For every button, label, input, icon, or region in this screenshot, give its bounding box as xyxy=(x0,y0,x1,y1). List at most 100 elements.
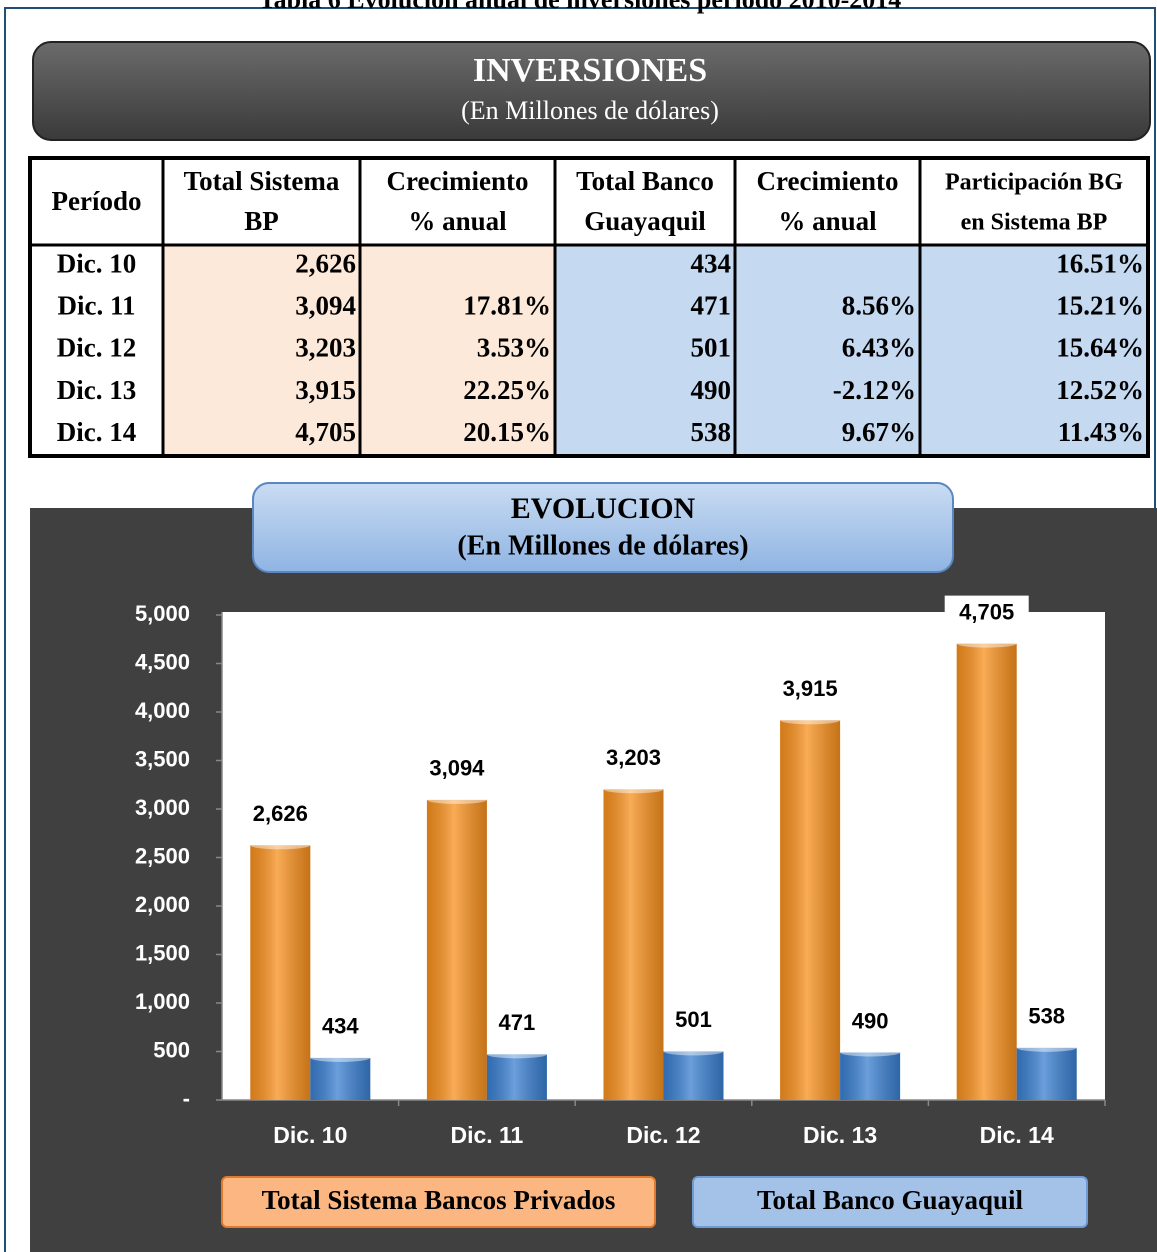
y-tick-label: 1,000 xyxy=(135,989,190,1014)
column-header: Crecimiento xyxy=(757,166,899,196)
x-tick-label: Dic. 13 xyxy=(803,1122,877,1148)
caption: Tabla 6 Evolución anual de inversiones p… xyxy=(259,0,902,14)
bar-cap xyxy=(486,1050,547,1059)
column-background xyxy=(360,245,555,456)
y-tick-label: 2,000 xyxy=(135,892,190,917)
table-cell: Dic. 13 xyxy=(57,375,136,405)
column-header: Total Sistema xyxy=(184,166,340,196)
table-cell: 538 xyxy=(691,417,732,447)
header-cell xyxy=(30,158,163,245)
table-cell: Dic. 10 xyxy=(57,248,136,278)
bar-shine xyxy=(603,789,664,1100)
y-tick-label: 3,000 xyxy=(135,795,190,820)
table-cell: -2.12% xyxy=(833,375,916,405)
legend-box xyxy=(221,1176,656,1228)
label-background xyxy=(944,595,1029,632)
y-tick-label: 3,500 xyxy=(135,746,190,771)
data-label: 3,915 xyxy=(783,676,838,701)
header-cell xyxy=(555,158,735,245)
column-background xyxy=(920,245,1148,456)
x-tick-label: Dic. 12 xyxy=(626,1122,700,1148)
column-header: % anual xyxy=(408,206,507,236)
table-cell: 9.67% xyxy=(842,417,916,447)
column-header: en Sistema BP xyxy=(961,210,1108,236)
bar-shine xyxy=(426,799,487,1100)
column-header: % anual xyxy=(778,206,877,236)
table-cell: 22.25% xyxy=(463,375,551,405)
column-header: Guayaquil xyxy=(584,206,706,236)
table-border xyxy=(28,156,1150,458)
data-label: 471 xyxy=(499,1010,536,1035)
bar-cap xyxy=(956,639,1017,648)
table-cell: 434 xyxy=(691,248,732,278)
header-title: INVERSIONES xyxy=(473,52,707,89)
bar-shine xyxy=(780,720,841,1100)
y-tick-label: - xyxy=(183,1086,190,1111)
data-label: 434 xyxy=(322,1014,359,1039)
table-cell: 3,094 xyxy=(295,291,356,321)
data-label: 538 xyxy=(1028,1004,1065,1029)
data-label: 490 xyxy=(852,1008,889,1033)
table-cell: 15.64% xyxy=(1056,333,1144,363)
table-cell: 20.15% xyxy=(463,417,551,447)
column-header: BP xyxy=(244,206,279,236)
x-tick-label: Dic. 14 xyxy=(980,1122,1054,1148)
y-tick-label: 2,500 xyxy=(135,843,190,868)
bar-shine xyxy=(1016,1047,1077,1100)
chart: - 500 1,000 1,500 2,000 2,500 3,000 3,500 4,000 4… xyxy=(135,595,1106,1228)
table-cell: 501 xyxy=(691,333,732,363)
table-cell: 3,915 xyxy=(295,375,356,405)
header-cell xyxy=(735,158,920,245)
header-cell xyxy=(920,158,1148,245)
chart-title-box xyxy=(252,482,954,573)
table-cell: 4,705 xyxy=(295,417,356,447)
data-label: 3,094 xyxy=(429,756,485,781)
y-tick-label: 5,000 xyxy=(135,601,190,626)
column-header: Total Banco xyxy=(576,166,714,196)
header-cell xyxy=(163,158,360,245)
chart-title: EVOLUCION xyxy=(511,492,696,525)
table-cell: Dic. 11 xyxy=(58,291,136,321)
table-cell: Dic. 14 xyxy=(57,417,136,447)
header-box xyxy=(32,41,1151,141)
bar-shine xyxy=(250,845,311,1100)
chart-subtitle: (En Millones de dólares) xyxy=(457,530,748,561)
bar-shine xyxy=(956,643,1017,1100)
table-cell: 15.21% xyxy=(1056,291,1144,321)
bar-shine xyxy=(663,1051,724,1100)
table-cell: 490 xyxy=(691,375,732,405)
column-background xyxy=(555,245,735,456)
column-background xyxy=(163,245,360,456)
table-cell: 12.52% xyxy=(1056,375,1144,405)
data-label: 501 xyxy=(675,1007,712,1032)
table-cell: 11.43% xyxy=(1058,417,1144,447)
x-tick-label: Dic. 10 xyxy=(273,1122,347,1148)
y-tick-label: 1,500 xyxy=(135,940,190,965)
data-label: 4,705 xyxy=(959,599,1014,624)
bar-cap xyxy=(426,795,487,804)
table-cell: 3,203 xyxy=(295,333,356,363)
legend-label: Total Banco Guayaquil xyxy=(757,1185,1024,1215)
table-cell: 2,626 xyxy=(295,248,356,278)
table-cell: 471 xyxy=(691,291,732,321)
data-label: 2,626 xyxy=(253,801,308,826)
data-label: 3,203 xyxy=(606,745,661,770)
table-cell: 17.81% xyxy=(463,291,551,321)
column-header: Crecimiento xyxy=(387,166,529,196)
bar-cap xyxy=(310,1053,371,1062)
column-header: Período xyxy=(52,186,142,216)
table-cell: 8.56% xyxy=(842,291,916,321)
column-background xyxy=(30,245,163,456)
bar-cap xyxy=(250,841,311,850)
table-cell: 16.51% xyxy=(1056,248,1144,278)
legend-label: Total Sistema Bancos Privados xyxy=(262,1185,616,1215)
table-cell: 6.43% xyxy=(842,333,916,363)
x-tick-label: Dic. 11 xyxy=(450,1122,523,1148)
bar-cap xyxy=(603,785,664,794)
y-tick-label: 500 xyxy=(153,1037,190,1062)
table-cell: Dic. 12 xyxy=(57,333,136,363)
bar-shine xyxy=(840,1052,901,1100)
table: Período Total Sistema BP Crecimiento % anual… xyxy=(28,156,1150,458)
bar-shine xyxy=(310,1057,371,1100)
bar-cap xyxy=(663,1047,724,1056)
